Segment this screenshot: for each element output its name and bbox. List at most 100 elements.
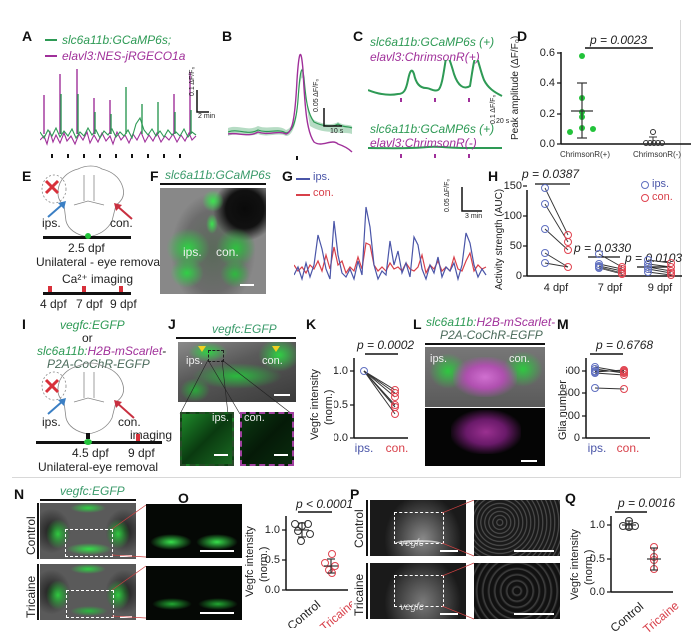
panel-h-p-2: p = 0.0330: [574, 241, 632, 255]
panel-l-title-bar: [425, 343, 545, 345]
panel-label-f: F: [150, 168, 159, 184]
panel-n-tricaine-zoom: [146, 566, 242, 620]
svg-text:0: 0: [516, 270, 522, 282]
panel-f-con-label: con.: [216, 245, 239, 259]
svg-text:0.0: 0.0: [590, 586, 605, 598]
panel-label-i: I: [22, 316, 26, 332]
panel-label-l: L: [413, 316, 422, 332]
panel-c-scale-x: 20 s: [496, 118, 510, 125]
panel-i-ips-label: ips.: [42, 415, 61, 429]
panel-d-chart: 0.0 0.2 0.4 0.6 ChrimsonR(+) ChrimsonR(-…: [540, 47, 691, 159]
fish-brain-diagram-e: [41, 165, 133, 238]
panel-e-day-3: 9 dpf: [110, 297, 137, 311]
panel-p-tricaine-zoom: [474, 563, 560, 619]
panel-label-g: G: [282, 168, 293, 184]
panel-h-chart: 0 50 100 150 4 dpf 7 dpf 9 dpf: [504, 180, 682, 294]
panel-o-ylabel-1: Vegfc intensity: [244, 526, 256, 597]
panel-b-average-trace: [228, 54, 353, 160]
panel-h-legend-con: con.: [652, 191, 673, 203]
svg-text:Tricaine: Tricaine: [640, 598, 682, 633]
panel-p-control-micrograph: [370, 500, 466, 556]
panel-g-traces: [294, 187, 487, 282]
panel-n-tricaine-micrograph: [40, 564, 136, 620]
panel-n-zoom-lines: [112, 504, 147, 619]
panel-p-tricaine-micrograph: [370, 563, 466, 619]
zoom-lines: [179, 359, 293, 414]
svg-text:ips.: ips.: [355, 441, 374, 455]
panel-i-caption: Unilateral-eye removal: [38, 460, 159, 474]
panel-j-inset-ips: [180, 412, 234, 466]
panel-label-c: C: [353, 28, 364, 44]
panel-p-row-bar-1: [366, 500, 368, 556]
panel-label-n: N: [14, 486, 25, 502]
panel-h-p-1: p = 0.0387: [522, 167, 580, 181]
svg-text:0: 0: [574, 432, 580, 444]
panel-q-ylabel-1: Vegfc intensity: [569, 529, 581, 600]
panel-e-timepoint: 2.5 dpf: [68, 241, 105, 255]
svg-text:1.0: 1.0: [590, 519, 605, 531]
panel-k-p-value: p = 0.0002: [357, 338, 415, 352]
panel-label-b: B: [222, 28, 233, 44]
panel-f-micrograph: [160, 188, 266, 294]
svg-text:0.0: 0.0: [334, 432, 348, 444]
panel-label-m: M: [557, 316, 569, 332]
panel-g-scale-y: 0.05 ΔF/F₀: [444, 178, 451, 212]
panel-label-o: O: [178, 490, 189, 506]
panel-label-j: J: [168, 316, 176, 332]
panel-b-scale-x: 10 s: [330, 128, 344, 135]
panel-j-inset-ips-label: ips.: [212, 412, 230, 424]
timeline-bar-imaging: [43, 292, 131, 295]
panel-n-row-bar-1: [37, 503, 39, 559]
scale-bar: [240, 284, 254, 286]
panel-i-t2: 9 dpf: [128, 446, 155, 460]
panel-l-magenta-micrograph: [425, 408, 545, 466]
panel-a-scale-x: 2 min: [198, 113, 216, 120]
panel-e-caption: Unilateral - eye removal: [36, 255, 163, 269]
panel-j-inset-con: [240, 412, 294, 466]
eye-removal-marker-i: [86, 433, 90, 439]
panel-l-merged-micrograph: [425, 347, 545, 407]
panel-p-row-bar-2: [366, 563, 368, 619]
panel-e-con-label: con.: [110, 216, 133, 230]
panel-e-imaging-title: Ca²⁺ imaging: [62, 272, 134, 286]
panel-i-t1: 4.5 dpf: [72, 446, 109, 460]
panel-e-ips-label: ips.: [42, 216, 61, 230]
svg-text:0.5: 0.5: [334, 399, 348, 411]
eye-removal-dot-i: [84, 439, 92, 445]
panel-j-title-bar: [176, 337, 296, 339]
svg-text:0.4: 0.4: [540, 77, 555, 89]
panel-i-imaging: imaging: [130, 428, 173, 442]
svg-text:Control: Control: [608, 600, 647, 633]
panel-f-ips-label: ips.: [183, 245, 202, 259]
svg-text:1.0: 1.0: [334, 365, 348, 377]
panel-o-chart: 0.0 0.5 1.0 Control Tricaine: [265, 511, 352, 628]
panel-h-legend-ips: ips.: [652, 178, 670, 190]
panel-b-scale-y: 0.05 ΔF/F₀: [313, 78, 320, 112]
svg-text:con.: con.: [617, 441, 640, 455]
panel-q-chart: 0.0 0.5 1.0 Control Tricaine: [590, 511, 682, 633]
panel-label-k: K: [306, 316, 317, 332]
svg-text:ChrimsonR(-): ChrimsonR(-): [633, 150, 681, 159]
panel-n-title: vegfc:EGFP: [60, 484, 125, 498]
panel-k-ylabel-1: Vegfc intensity: [309, 369, 321, 440]
legend-swatch-ips: [296, 178, 310, 180]
figure-frame-border: [12, 20, 681, 478]
panel-f-title: slc6a11b:GCaMP6s: [165, 168, 271, 182]
svg-text:50: 50: [510, 240, 522, 252]
panel-c-bottom-line1: slc6a11b:GCaMP6s (+): [370, 122, 495, 136]
panel-a-legend-green: slc6a11b:GCaMP6s;: [62, 33, 172, 47]
panel-j-micrograph: [178, 342, 296, 402]
panel-label-p: P: [350, 486, 360, 502]
panel-i-line2: or: [82, 331, 93, 345]
panel-e-day-2: 7 dpf: [76, 297, 103, 311]
panel-q-p-value: p = 0.0016: [618, 496, 676, 510]
panel-a-scale-y: 0.1 ΔF/F₀: [189, 66, 196, 96]
svg-text:0.0: 0.0: [265, 584, 280, 596]
imaging-marker-1: [48, 286, 52, 292]
panel-j-inset-con-label: con.: [244, 412, 265, 424]
eye-removal-marker: [85, 233, 91, 239]
panel-i-con-label: con.: [118, 415, 141, 429]
panel-n-title-bar: [40, 499, 136, 501]
panel-c-top-line1: slc6a11b:GCaMP6s (+): [370, 35, 495, 49]
imaging-marker-3: [119, 286, 123, 292]
